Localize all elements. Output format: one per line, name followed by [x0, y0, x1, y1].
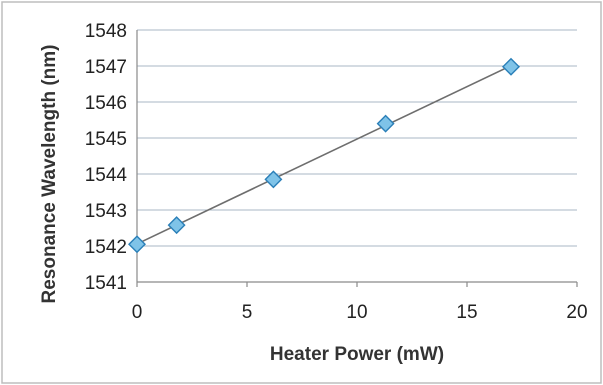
y-tick-labels: 1541 1542 1543 1544 1545 1546 1547 1548 [85, 21, 128, 294]
data-point-5 [502, 57, 520, 76]
x-tick-label-20: 20 [566, 302, 587, 323]
x-tick-label-5: 5 [242, 302, 253, 323]
y-tick-label-1543: 1543 [85, 201, 127, 222]
x-tick-label-0: 0 [132, 302, 143, 323]
y-axis-label: Resonance Wavelength (nm) [39, 44, 60, 303]
data-point-4 [376, 114, 395, 133]
x-tick-labels: 0 5 10 15 20 [132, 302, 588, 323]
y-tick-label-1542: 1542 [85, 237, 127, 258]
y-tick-label-1548: 1548 [85, 21, 127, 42]
x-tick-label-10: 10 [346, 302, 367, 323]
y-tick-label-1541: 1541 [85, 273, 127, 294]
y-tick-label-1546: 1546 [85, 93, 127, 114]
data-point-1 [128, 235, 146, 254]
x-axis-label: Heater Power (mW) [270, 344, 444, 365]
y-tick-label-1544: 1544 [85, 165, 128, 186]
y-tick-label-1547: 1547 [85, 57, 127, 78]
data-point-2 [167, 216, 186, 235]
trendline [136, 64, 512, 245]
data-points [128, 57, 520, 254]
x-tick-label-15: 15 [456, 302, 477, 323]
data-point-3 [264, 170, 283, 189]
y-tick-label-1545: 1545 [85, 129, 127, 150]
